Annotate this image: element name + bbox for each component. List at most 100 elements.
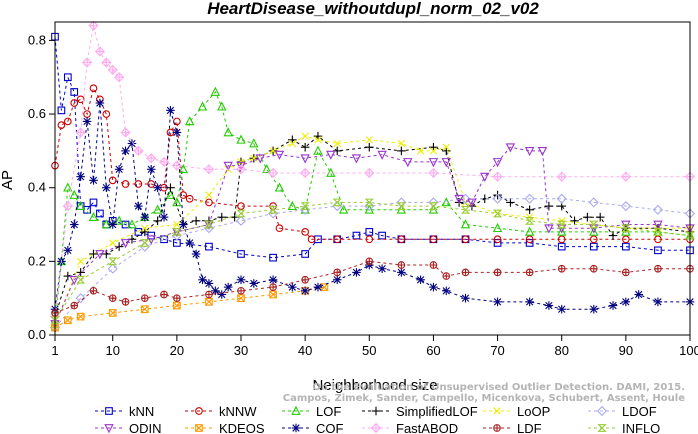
data-point — [557, 226, 567, 236]
data-point — [114, 215, 124, 225]
data-point — [223, 161, 233, 171]
legend-item-lof: LOF — [282, 404, 341, 419]
data-point — [557, 235, 566, 244]
data-point — [96, 209, 104, 218]
data-point — [121, 298, 130, 306]
data-point — [191, 216, 201, 226]
data-point — [583, 212, 592, 222]
data-point — [492, 193, 503, 204]
data-point — [101, 57, 112, 68]
legend-label: COF — [316, 421, 344, 434]
data-point — [210, 86, 221, 96]
data-point — [557, 304, 567, 314]
data-point — [235, 164, 247, 175]
data-point — [313, 145, 323, 155]
x-tick-label: 20 — [170, 343, 184, 358]
data-point — [429, 235, 438, 244]
data-point — [70, 99, 79, 107]
legend-label: SimplifiedLOF — [396, 404, 478, 419]
data-point — [223, 282, 233, 292]
data-point — [217, 101, 227, 111]
data-point — [544, 224, 554, 234]
data-point — [166, 183, 175, 193]
x-axis-label: Neighborhood size — [312, 377, 437, 394]
data-point — [557, 264, 566, 273]
legend-marker — [291, 405, 301, 415]
data-point — [307, 235, 316, 244]
legend-label: LDOF — [622, 404, 657, 419]
legend-marker — [596, 405, 608, 417]
legend-item-inflo: INFLO — [588, 421, 660, 434]
data-point — [654, 246, 662, 255]
data-point — [235, 215, 247, 226]
legend-label: LoOP — [517, 404, 550, 419]
data-point — [621, 224, 631, 233]
data-point — [441, 158, 451, 168]
data-point — [365, 136, 373, 144]
data-point — [75, 127, 86, 138]
data-point — [261, 163, 272, 174]
series-loop — [51, 132, 694, 328]
data-point — [179, 191, 188, 199]
data-point — [140, 239, 150, 247]
data-point — [397, 235, 406, 244]
data-point — [442, 143, 450, 151]
data-point — [236, 209, 246, 218]
data-point — [250, 154, 258, 162]
data-point — [134, 180, 143, 188]
data-point — [429, 147, 438, 155]
data-point — [505, 143, 516, 153]
data-point — [217, 212, 227, 222]
data-point — [75, 293, 86, 304]
data-point — [236, 161, 246, 171]
data-point — [114, 72, 125, 83]
data-point — [428, 167, 439, 179]
data-point — [524, 147, 535, 157]
data-point — [172, 128, 182, 137]
legend-label: LOF — [316, 404, 341, 419]
data-point — [89, 286, 98, 295]
data-point — [525, 235, 534, 244]
data-point — [313, 282, 323, 292]
series-line-simplifiedlof — [54, 135, 691, 317]
credit-line-2: Campos, Zimek, Sander, Campello, Micenko… — [283, 393, 685, 404]
data-point — [89, 198, 98, 207]
legend-marker — [105, 407, 113, 415]
legend-item-odin: ODIN — [95, 421, 162, 434]
series-fastabod — [49, 20, 696, 322]
data-point — [120, 127, 131, 138]
y-tick-label: 0.0 — [28, 327, 46, 342]
legend-marker — [371, 406, 381, 416]
data-point — [654, 235, 662, 244]
data-point — [211, 286, 220, 296]
data-point — [205, 191, 213, 199]
data-point — [159, 212, 169, 222]
data-point — [146, 153, 157, 164]
data-point — [621, 297, 631, 307]
data-point — [173, 294, 181, 303]
data-point — [109, 239, 117, 247]
data-point — [524, 226, 535, 236]
legend-item-loop: LoOP — [483, 404, 550, 419]
data-point — [146, 235, 156, 245]
y-tick-label: 0.6 — [28, 106, 46, 121]
data-point — [397, 268, 406, 277]
legend-item-knn: kNN — [95, 404, 154, 419]
data-point — [269, 147, 277, 155]
data-point — [589, 220, 599, 229]
series-line-knn — [54, 36, 690, 259]
data-point — [492, 222, 503, 233]
data-point — [525, 216, 535, 225]
data-point — [396, 202, 406, 210]
data-point — [70, 88, 79, 96]
x-tick-label: 60 — [426, 343, 440, 358]
data-point — [88, 211, 99, 222]
data-point — [63, 73, 72, 82]
data-point — [352, 268, 361, 277]
legend-item-ldof: LDOF — [588, 404, 657, 419]
data-point — [237, 250, 245, 258]
data-point — [365, 235, 374, 244]
data-point — [301, 132, 309, 140]
data-point — [269, 290, 277, 299]
legend-label: LDF — [517, 421, 542, 434]
